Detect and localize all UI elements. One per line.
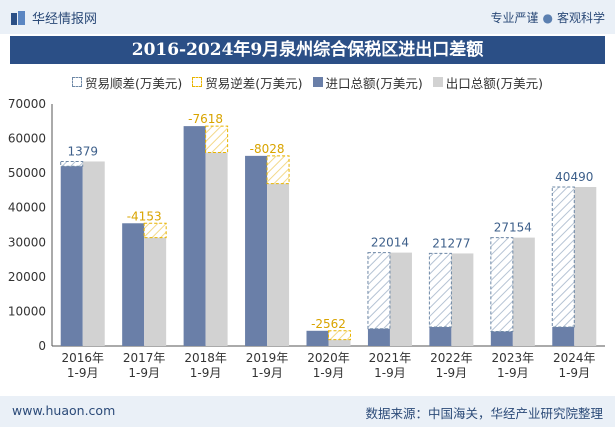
balance-data-label: -7618 bbox=[188, 112, 223, 126]
legend-label-import: 进口总额(万美元) bbox=[325, 75, 423, 91]
import-bar bbox=[306, 330, 329, 346]
import-bar bbox=[429, 326, 452, 346]
export-bar bbox=[205, 152, 228, 346]
y-tick-label: 40000 bbox=[8, 201, 46, 215]
surplus-marker bbox=[60, 160, 84, 167]
deficit-marker bbox=[266, 155, 290, 185]
balance-data-label: 40490 bbox=[555, 170, 593, 184]
tagline-2: 客观科学 bbox=[556, 11, 605, 25]
export-bar bbox=[451, 253, 474, 346]
y-tick-label: 60000 bbox=[8, 132, 46, 146]
x-tick-label: 2020年 1-9月 bbox=[307, 351, 350, 380]
x-tick-label: 2021年 1-9月 bbox=[369, 351, 412, 380]
export-bar bbox=[144, 237, 167, 346]
legend-swatch-deficit bbox=[192, 77, 203, 87]
legend-item-deficit: 贸易逆差(万美元) bbox=[192, 72, 303, 92]
y-tick-label: 30000 bbox=[8, 235, 46, 249]
huajing-logo-icon bbox=[11, 10, 25, 25]
balance-data-label: -4153 bbox=[127, 209, 162, 223]
tagline-1: 专业严谨 bbox=[490, 11, 539, 25]
x-tick-label: 2023年 1-9月 bbox=[492, 351, 535, 380]
bar-chart: 0 10000 20000 30000 40000 50000 60000 70000 1379… bbox=[8, 97, 605, 380]
chart-legend: 贸易顺差(万美元) 贸易逆差(万美元) 进口总额(万美元) 出口总额(万美元) bbox=[0, 72, 615, 92]
import-bar bbox=[122, 223, 145, 346]
x-tick-label: 2024年 1-9月 bbox=[553, 351, 596, 380]
y-tick-label: 10000 bbox=[8, 304, 46, 318]
chart-title: 2016-2024年9月泉州综合保税区进出口差额 bbox=[10, 36, 605, 64]
deficit-marker bbox=[328, 330, 351, 341]
legend-label-surplus: 贸易顺差(万美元) bbox=[84, 75, 183, 91]
legend-item-export: 出口总额(万美元) bbox=[432, 72, 544, 92]
balance-data-label: 1379 bbox=[67, 144, 98, 158]
balance-data-label: 21277 bbox=[432, 236, 470, 250]
legend-swatch-surplus bbox=[71, 77, 82, 87]
x-tick-label: 2016年 1-9月 bbox=[61, 351, 104, 380]
legend-swatch-import bbox=[312, 77, 323, 87]
legend-swatch-export bbox=[432, 77, 443, 87]
export-bar bbox=[267, 183, 290, 346]
import-bar bbox=[490, 331, 513, 346]
surplus-marker bbox=[367, 252, 391, 330]
header-bar: 华经情报网 专业严谨 ● 客观科学 bbox=[0, 0, 615, 34]
x-tick-label: 2017年 1-9月 bbox=[123, 351, 166, 380]
legend-label-deficit: 贸易逆差(万美元) bbox=[205, 75, 303, 91]
y-tick-label: 70000 bbox=[8, 97, 46, 111]
import-bar bbox=[245, 155, 268, 346]
balance-data-label: 22014 bbox=[371, 236, 409, 250]
brand-name: 华经情报网 bbox=[32, 12, 98, 27]
balance-data-label: -2562 bbox=[311, 317, 346, 331]
export-bar bbox=[328, 339, 351, 346]
footer-source: 数据来源：中国海关，华经产业研究院整理 bbox=[365, 406, 603, 421]
export-bar bbox=[574, 187, 597, 346]
surplus-marker bbox=[428, 252, 452, 328]
balance-data-label: 27154 bbox=[494, 221, 532, 235]
deficit-marker bbox=[205, 125, 229, 153]
import-bar bbox=[552, 326, 575, 346]
y-tick-label: 20000 bbox=[8, 270, 46, 284]
footer-bar: www.huaon.com 数据来源：中国海关，华经产业研究院整理 bbox=[0, 396, 615, 427]
legend-item-surplus: 贸易顺差(万美元) bbox=[71, 72, 183, 92]
export-bar bbox=[389, 252, 412, 346]
footer-website: www.huaon.com bbox=[12, 403, 116, 418]
y-tick-label: 0 bbox=[38, 339, 46, 353]
export-bar bbox=[512, 237, 535, 346]
tagline: 专业严谨 ● 客观科学 bbox=[490, 9, 605, 26]
x-tick-label: 2018年 1-9月 bbox=[184, 351, 227, 380]
brand: 华经情报网 bbox=[10, 8, 97, 27]
dot-separator-icon: ● bbox=[542, 11, 553, 25]
x-tick-label: 2022年 1-9月 bbox=[430, 351, 473, 380]
import-bar bbox=[367, 328, 390, 346]
surplus-marker bbox=[551, 186, 575, 328]
legend-item-import: 进口总额(万美元) bbox=[312, 72, 423, 92]
import-bar bbox=[60, 166, 83, 346]
legend-label-export: 出口总额(万美元) bbox=[445, 75, 544, 91]
import-bar bbox=[183, 126, 206, 346]
surplus-marker bbox=[490, 237, 514, 332]
balance-data-label: -8028 bbox=[250, 142, 285, 156]
export-bar bbox=[82, 161, 105, 346]
deficit-marker bbox=[143, 222, 167, 239]
y-tick-label: 50000 bbox=[8, 166, 46, 180]
x-tick-label: 2019年 1-9月 bbox=[246, 351, 289, 380]
